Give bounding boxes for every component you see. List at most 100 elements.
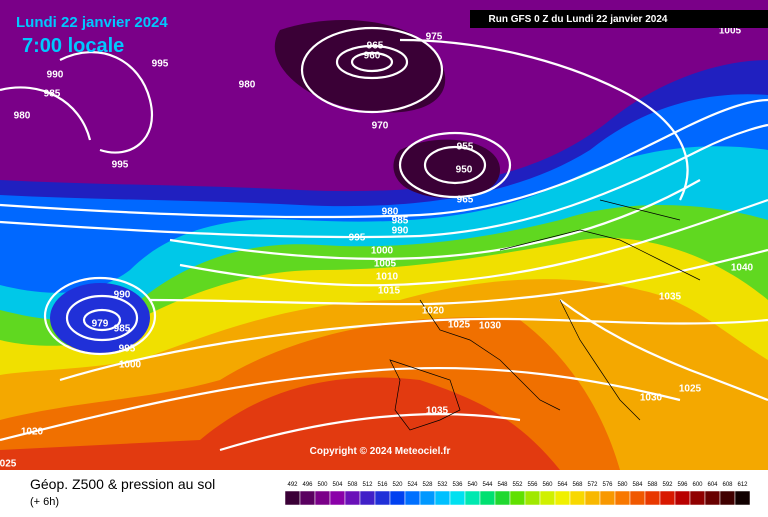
colorbar-label: 576 <box>602 482 613 488</box>
isobar-label: 1035 <box>659 292 682 303</box>
color-swatch <box>314 490 331 506</box>
colorbar-label: 528 <box>422 482 433 488</box>
isobar-label: 970 <box>372 121 389 132</box>
color-swatch <box>569 490 586 506</box>
color-swatch <box>599 490 616 506</box>
isobar-label: 990 <box>47 70 64 81</box>
colorbar-label: 508 <box>347 482 358 488</box>
color-swatch <box>614 490 631 506</box>
time: 7:00 locale <box>22 35 124 57</box>
isobar-label: 1035 <box>426 406 449 417</box>
isobar-label: 990 <box>114 290 131 301</box>
color-swatch <box>539 490 556 506</box>
color-swatch <box>329 490 346 506</box>
colorbar-label: 588 <box>647 482 658 488</box>
isobar-label: 965 <box>367 41 384 52</box>
isobar-label: 950 <box>456 165 473 176</box>
date: Lundi 22 janvier 2024 <box>16 14 168 31</box>
colorbar-label: 584 <box>632 482 643 488</box>
isobar-label: 975 <box>426 32 443 43</box>
isobar-label: 025 <box>0 459 17 470</box>
isobar-label: 1005 <box>374 259 397 270</box>
isobar-label: 985 <box>44 89 61 100</box>
color-swatch <box>509 490 526 506</box>
colorbar-label: 568 <box>572 482 583 488</box>
colorbar-label: 596 <box>677 482 688 488</box>
color-swatch <box>404 490 421 506</box>
color-swatch <box>494 490 511 506</box>
isobar-label: 995 <box>112 160 129 171</box>
colorbar-label: 604 <box>707 482 718 488</box>
isobar-label: 960 <box>364 51 381 62</box>
color-swatch <box>389 490 406 506</box>
colorbar-label: 592 <box>662 482 673 488</box>
isobar-label: 1040 <box>731 263 754 274</box>
isobar-label: 995 <box>152 59 169 70</box>
isobar-label: 980 <box>14 111 31 122</box>
colorbar-label: 544 <box>482 482 493 488</box>
color-swatch <box>524 490 541 506</box>
isobar-label: 979 <box>92 319 109 330</box>
colorbar-label: 572 <box>587 482 598 488</box>
color-swatch <box>734 490 751 506</box>
colorbar-label: 556 <box>527 482 538 488</box>
isobar-label: 995 <box>119 344 136 355</box>
isobar-label: 1000 <box>371 246 394 257</box>
color-swatch <box>299 490 316 506</box>
isobar-label: 980 <box>382 207 399 218</box>
color-swatch <box>644 490 661 506</box>
colorbar: 492 496 500 504 508 512 516 520 524 528 532 536 540 5… <box>284 482 751 506</box>
color-swatch <box>674 490 691 506</box>
isobar-label: 1000 <box>119 360 142 371</box>
isobar-label: 1020 <box>21 427 44 438</box>
isobar-label: 985 <box>114 324 131 335</box>
colorbar-label: 524 <box>407 482 418 488</box>
isobar-label: 1010 <box>376 272 399 283</box>
color-swatch <box>704 490 721 506</box>
color-swatch <box>359 490 376 506</box>
color-swatch <box>449 490 466 506</box>
color-swatch <box>659 490 676 506</box>
isobar-label: 1025 <box>448 320 471 331</box>
colorbar-label: 564 <box>557 482 568 488</box>
isobar-label: 990 <box>392 226 409 237</box>
isobar-label: 1015 <box>378 286 401 297</box>
isobar-label: 985 <box>392 216 409 227</box>
isobar-label: 1030 <box>640 393 663 404</box>
colorbar-label: 612 <box>737 482 748 488</box>
isobar-label: 965 <box>457 195 474 206</box>
colorbar-label: 548 <box>497 482 508 488</box>
color-swatch <box>464 490 481 506</box>
colorbar-label: 500 <box>317 482 328 488</box>
color-swatch <box>434 490 451 506</box>
colorbar-label: 492 <box>287 482 298 488</box>
color-swatch <box>629 490 646 506</box>
color-swatch <box>344 490 361 506</box>
isobar-labels: 9659609759809909859809959959709559509659… <box>0 26 754 470</box>
colorbar-label: 552 <box>512 482 523 488</box>
colorbar-label: 512 <box>362 482 373 488</box>
run-banner <box>470 10 768 28</box>
color-swatch <box>584 490 601 506</box>
color-swatch <box>689 490 706 506</box>
color-swatch <box>374 490 391 506</box>
colorbar-label: 540 <box>467 482 478 488</box>
isobar-label: 1020 <box>422 306 445 317</box>
colorbar-label: 532 <box>437 482 448 488</box>
map <box>0 0 768 470</box>
isobar-label: 1005 <box>719 26 742 37</box>
colorbar-label: 516 <box>377 482 388 488</box>
colorbar-label: 608 <box>722 482 733 488</box>
copyright: Copyright © 2024 Meteociel.fr <box>310 446 451 457</box>
isobar-label: 1025 <box>679 384 702 395</box>
isobar-label: 995 <box>349 233 366 244</box>
isobar-label: 1030 <box>479 321 502 332</box>
isobar-label: 980 <box>239 80 256 91</box>
colorbar-label: 580 <box>617 482 628 488</box>
colorbar-label: 504 <box>332 482 343 488</box>
colorbar-label: 520 <box>392 482 403 488</box>
colorbar-label: 560 <box>542 482 553 488</box>
colorbar-label: 600 <box>692 482 703 488</box>
color-swatch <box>554 490 571 506</box>
